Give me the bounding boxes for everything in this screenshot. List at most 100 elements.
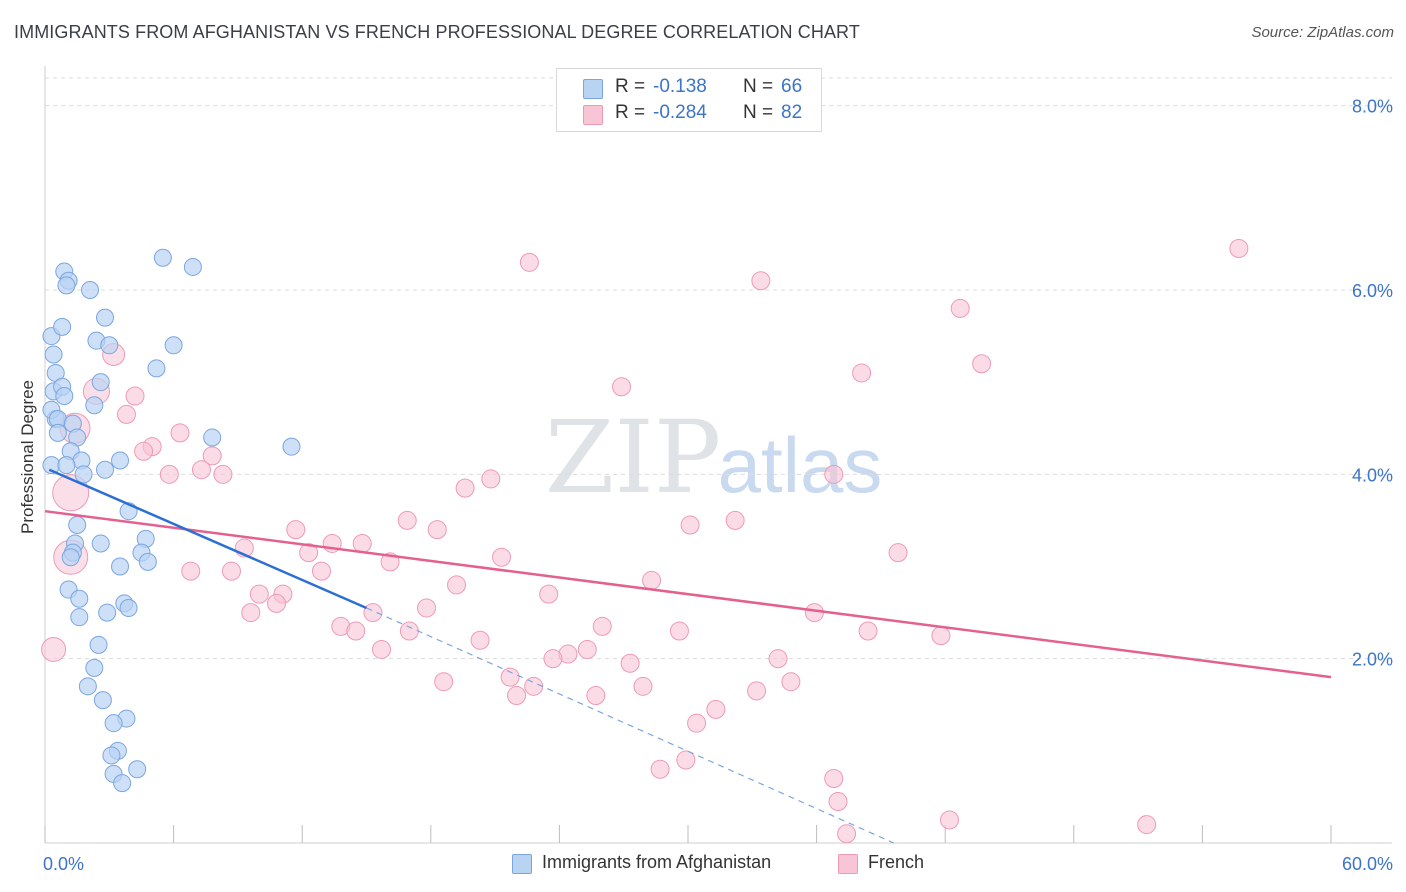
data-point-afghanistan bbox=[282, 437, 301, 456]
data-point-french bbox=[824, 768, 844, 788]
data-point-french bbox=[159, 464, 179, 484]
legend-r-value-french: -0.284 bbox=[653, 102, 707, 123]
data-point-afghanistan bbox=[57, 276, 76, 295]
data-point-french bbox=[481, 469, 501, 489]
data-point-afghanistan bbox=[57, 456, 76, 475]
y-tick-label: 6.0% bbox=[1352, 281, 1393, 301]
data-point-afghanistan bbox=[74, 465, 93, 484]
legend-n-label: N = bbox=[743, 102, 774, 123]
legend-n-label: N = bbox=[743, 76, 774, 97]
data-point-afghanistan bbox=[85, 396, 104, 415]
data-point-afghanistan bbox=[55, 386, 74, 405]
data-point-afghanistan bbox=[98, 603, 117, 622]
data-point-french bbox=[539, 584, 559, 604]
data-point-afghanistan bbox=[68, 516, 87, 535]
data-point-afghanistan bbox=[89, 635, 108, 654]
data-point-french bbox=[249, 584, 269, 604]
bottom-legend-swatch-afghanistan bbox=[512, 854, 532, 874]
trendline-french bbox=[44, 509, 1332, 679]
data-point-afghanistan bbox=[44, 345, 63, 364]
data-point-french bbox=[399, 621, 419, 641]
legend-r-label: R = bbox=[615, 76, 646, 97]
data-point-afghanistan bbox=[81, 280, 100, 299]
data-point-french bbox=[447, 575, 467, 595]
data-point-french bbox=[781, 672, 801, 692]
data-point-french bbox=[417, 598, 437, 618]
data-point-afghanistan bbox=[138, 552, 157, 571]
data-point-french bbox=[470, 630, 490, 650]
data-point-afghanistan bbox=[53, 317, 72, 336]
data-point-french bbox=[241, 603, 261, 623]
data-point-french bbox=[116, 404, 136, 424]
data-point-afghanistan bbox=[104, 714, 123, 733]
data-point-afghanistan bbox=[91, 373, 110, 392]
data-point-french bbox=[972, 354, 992, 374]
data-point-french bbox=[680, 515, 700, 535]
legend-swatch-french bbox=[583, 105, 603, 125]
legend-r-value-afghanistan: -0.138 bbox=[653, 76, 707, 97]
data-point-afghanistan bbox=[111, 557, 130, 576]
data-point-french bbox=[500, 667, 520, 687]
data-point-french bbox=[346, 621, 366, 641]
data-point-afghanistan bbox=[203, 428, 222, 447]
data-point-french bbox=[612, 377, 632, 397]
bottom-legend-label-french: French bbox=[868, 852, 925, 872]
data-point-french bbox=[804, 603, 824, 623]
data-point-afghanistan bbox=[153, 248, 172, 267]
data-point-french bbox=[577, 639, 597, 659]
data-point-afghanistan bbox=[100, 336, 119, 355]
legend-n-value-afghanistan: 66 bbox=[781, 76, 803, 97]
data-point-french bbox=[828, 792, 848, 812]
data-point-french bbox=[592, 616, 612, 636]
data-point-french bbox=[725, 510, 745, 530]
data-point-french bbox=[434, 672, 454, 692]
data-point-french bbox=[397, 510, 417, 530]
data-point-french bbox=[134, 441, 154, 461]
data-point-french bbox=[888, 543, 908, 563]
series-french bbox=[41, 239, 1249, 844]
data-point-french bbox=[266, 593, 286, 613]
data-point-french bbox=[676, 750, 696, 770]
data-point-afghanistan bbox=[85, 658, 104, 677]
data-point-french bbox=[427, 520, 447, 540]
series-afghanistan bbox=[42, 248, 301, 793]
data-point-french bbox=[669, 621, 689, 641]
watermark-atlas: atlas bbox=[718, 421, 883, 509]
data-point-french bbox=[170, 423, 190, 443]
data-point-french bbox=[706, 699, 726, 719]
data-point-afghanistan bbox=[183, 257, 202, 276]
data-point-french bbox=[363, 603, 383, 623]
data-point-afghanistan bbox=[70, 608, 89, 627]
trendline-afghanistan bbox=[48, 468, 367, 610]
data-point-afghanistan bbox=[128, 760, 147, 779]
data-point-french bbox=[586, 686, 606, 706]
data-point-french bbox=[311, 561, 331, 581]
legend-n-value-french: 82 bbox=[781, 102, 803, 123]
data-point-french bbox=[751, 271, 771, 291]
data-point-afghanistan bbox=[48, 423, 67, 442]
data-point-french bbox=[372, 639, 392, 659]
data-point-afghanistan bbox=[102, 746, 121, 765]
data-point-afghanistan bbox=[113, 774, 132, 793]
data-point-french bbox=[650, 759, 670, 779]
data-point-french bbox=[1137, 815, 1157, 835]
data-point-french bbox=[939, 810, 959, 830]
bottom-legend-label-afghanistan: Immigrants from Afghanistan bbox=[542, 852, 772, 872]
data-point-french bbox=[507, 686, 527, 706]
data-point-french bbox=[519, 252, 539, 272]
data-point-french bbox=[492, 547, 512, 567]
legend-r-label: R = bbox=[615, 102, 646, 123]
data-point-afghanistan bbox=[78, 677, 97, 696]
data-point-afghanistan bbox=[91, 534, 110, 553]
data-point-french bbox=[633, 676, 653, 696]
watermark-zip: ZIP bbox=[545, 399, 721, 516]
data-point-french bbox=[352, 533, 372, 553]
data-point-afghanistan bbox=[164, 336, 183, 355]
data-point-french bbox=[299, 543, 319, 563]
y-tick-label: 2.0% bbox=[1352, 650, 1393, 670]
data-point-afghanistan bbox=[61, 548, 80, 567]
data-point-french bbox=[620, 653, 640, 673]
bottom-legend-swatch-french bbox=[838, 854, 858, 874]
stats-legend: R = -0.138 N = 66 R = -0.284 N = 82 bbox=[556, 68, 822, 132]
